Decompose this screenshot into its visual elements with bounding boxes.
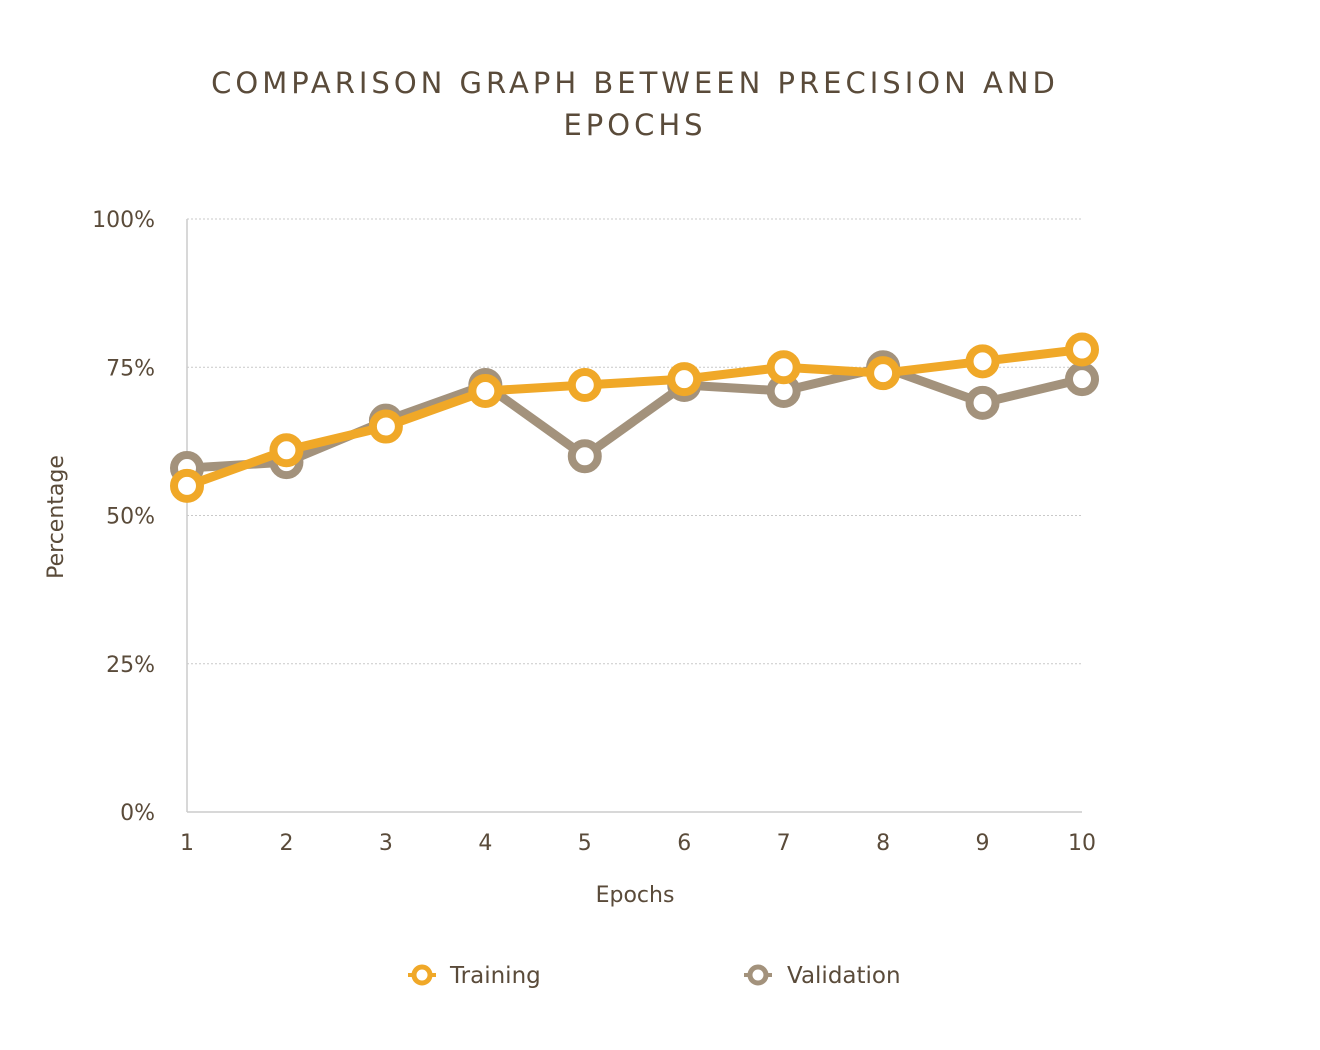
x-tick-label: 9 <box>976 831 990 856</box>
data-point <box>269 433 304 468</box>
y-tick-label: 0% <box>120 801 155 826</box>
data-point <box>1065 332 1099 367</box>
data-point <box>567 439 602 474</box>
x-tick-label: 2 <box>279 831 293 856</box>
legend-swatch-marker <box>747 964 769 986</box>
y-axis-label: Percentage <box>44 455 69 579</box>
x-tick-label: 5 <box>578 831 592 856</box>
legend-item-training: Training <box>408 963 541 989</box>
x-tick-label: 6 <box>677 831 691 856</box>
legend: Training Validation <box>408 963 901 989</box>
data-point <box>368 409 403 444</box>
data-point <box>170 468 204 503</box>
data-point <box>567 368 602 403</box>
legend-label: Validation <box>787 963 901 989</box>
x-tick-label: 3 <box>379 831 393 856</box>
x-axis-label: Epochs <box>596 883 675 908</box>
data-point <box>965 344 1000 379</box>
series <box>170 332 1099 503</box>
x-tick-labels: 1 2 3 4 5 6 7 8 9 10 <box>180 831 1096 856</box>
chart-title: COMPARISON GRAPH BETWEEN PRECISION AND E… <box>211 66 1059 142</box>
series-line <box>182 344 1087 491</box>
series-training <box>170 332 1099 503</box>
data-point <box>766 350 801 385</box>
legend-label: Training <box>449 963 541 989</box>
x-tick-label: 4 <box>478 831 492 856</box>
x-tick-label: 8 <box>876 831 890 856</box>
y-tick-label: 75% <box>106 356 155 381</box>
y-tick-labels: 0% 25% 50% 75% 100% <box>92 208 155 826</box>
x-tick-label: 1 <box>180 831 194 856</box>
data-point <box>866 356 901 391</box>
data-point <box>468 373 503 408</box>
data-point <box>667 362 702 397</box>
legend-item-validation: Validation <box>744 963 901 989</box>
y-tick-label: 50% <box>106 505 155 530</box>
x-tick-label: 10 <box>1068 831 1096 856</box>
y-tick-label: 25% <box>106 653 155 678</box>
legend-swatch-marker <box>411 964 433 986</box>
x-tick-label: 7 <box>777 831 791 856</box>
data-point <box>965 385 1000 420</box>
series-validation <box>170 350 1099 486</box>
axes <box>186 219 1082 813</box>
data-point <box>1065 362 1099 397</box>
y-tick-label: 100% <box>92 208 155 233</box>
